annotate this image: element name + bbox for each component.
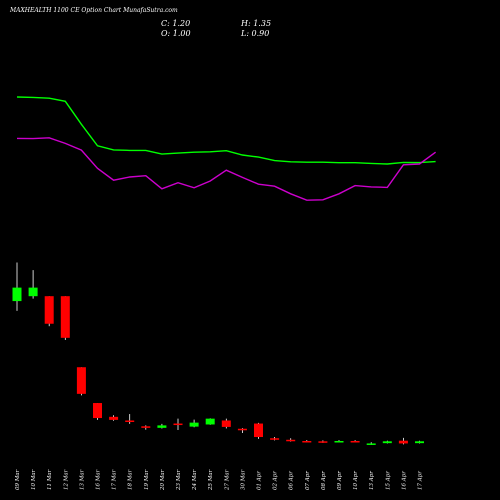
date-label: 30 Mar <box>240 469 246 490</box>
high-value: H: 1.35 <box>241 19 272 28</box>
close-value: C: 1.20 <box>161 19 191 28</box>
candle-up <box>415 441 424 444</box>
date-label: 25 Mar <box>208 469 214 491</box>
low-value: L: 0.90 <box>241 29 270 38</box>
date-label: 15 Apr <box>385 471 391 490</box>
date-label: 07 Apr <box>305 471 311 490</box>
date-label: 01 Apr <box>257 471 263 490</box>
candle-up <box>12 287 22 302</box>
date-label: 19 Mar <box>144 469 150 490</box>
date-label: 12 Mar <box>63 469 69 490</box>
candle-down <box>125 420 135 422</box>
candle-down <box>109 416 119 420</box>
candle-up <box>382 441 392 444</box>
candle-down <box>76 367 86 394</box>
date-label: 18 Mar <box>128 469 134 490</box>
date-label: 16 Mar <box>96 469 102 490</box>
candle-down <box>350 440 360 443</box>
date-label: 09 Mar <box>15 469 21 490</box>
candle-up <box>205 418 215 425</box>
candle-up <box>334 440 344 443</box>
date-label: 20 Mar <box>160 469 166 491</box>
date-label: 10 Mar <box>31 469 37 490</box>
date-label: 16 Apr <box>401 471 407 490</box>
candle-down <box>318 441 328 443</box>
moving-average-line-2 <box>16 137 437 201</box>
candle-up <box>28 287 38 297</box>
date-label: 27 Mar <box>224 469 230 491</box>
date-label: 17 Mar <box>112 469 118 490</box>
date-label: 09 Apr <box>337 471 343 490</box>
open-value: O: 1.00 <box>161 29 191 38</box>
candle-down <box>286 439 296 442</box>
candle-down <box>254 423 263 438</box>
date-label: 13 Mar <box>79 469 85 490</box>
date-label: 23 Mar <box>176 469 182 491</box>
date-label: 24 Mar <box>192 469 198 491</box>
candle-up <box>189 422 199 427</box>
candle-down <box>93 403 102 419</box>
candle-down <box>60 296 70 338</box>
date-label: 08 Apr <box>321 471 327 490</box>
candle-down <box>270 438 280 440</box>
date-label: 02 Apr <box>273 471 279 490</box>
date-label: 06 Apr <box>289 471 295 490</box>
moving-average-layer <box>16 96 437 201</box>
date-label: 11 Mar <box>47 469 53 490</box>
candle-down <box>237 428 247 431</box>
date-label: 13 Apr <box>369 471 375 490</box>
candle-up <box>157 425 167 428</box>
candle-down <box>302 440 312 443</box>
candle-down <box>141 426 151 428</box>
date-label: 17 Apr <box>418 471 424 490</box>
candle-down <box>398 440 408 444</box>
candle-down <box>44 296 54 324</box>
candle-up <box>366 443 376 445</box>
date-label: 10 Apr <box>353 471 359 490</box>
candle-down <box>173 423 183 426</box>
chart-title: MAXHEALTH 1100 CE Option Chart MunafaSut… <box>10 7 178 14</box>
candle-layer <box>12 262 424 445</box>
candle-down <box>221 420 231 427</box>
moving-average-line-1 <box>16 96 436 165</box>
date-label-layer: 09 Mar 10 Mar 11 Mar 12 Mar 13 Mar 16 Mar 17 M… <box>15 469 424 491</box>
